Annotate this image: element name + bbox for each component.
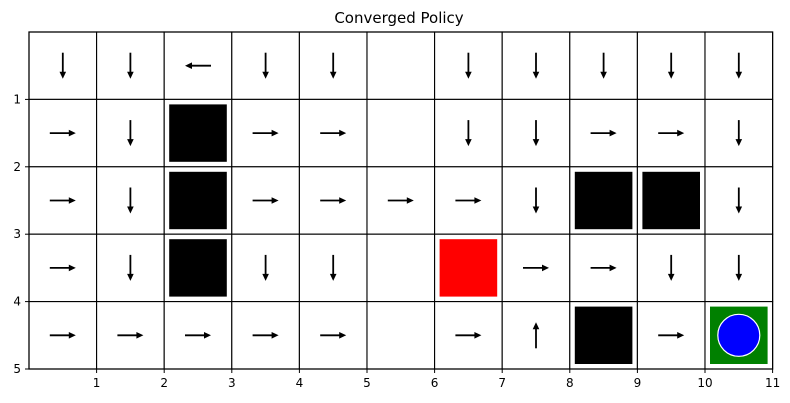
arrow-down-icon xyxy=(532,187,540,214)
arrow-down-icon xyxy=(262,52,269,79)
x-tick-label: 1 xyxy=(93,376,101,390)
arrow-down-icon xyxy=(667,52,675,79)
grid-cell xyxy=(366,233,436,303)
arrow-right-icon xyxy=(185,332,211,339)
grid-cell xyxy=(366,31,436,100)
y-tick-label: 2 xyxy=(13,160,21,174)
arrow-down-icon xyxy=(735,187,743,214)
arrow-down-icon xyxy=(59,52,67,79)
arrow-right-icon xyxy=(49,264,76,272)
arrow-right-icon xyxy=(252,129,279,137)
arrow-down-icon xyxy=(329,254,337,281)
arrow-left-icon xyxy=(185,62,211,69)
wall-block xyxy=(574,306,633,364)
x-tick-label: 2 xyxy=(160,376,168,390)
arrow-down-icon xyxy=(667,254,675,281)
x-tick-label: 4 xyxy=(296,376,304,390)
arrow-down-icon xyxy=(532,52,540,79)
grid-cell xyxy=(366,98,436,168)
x-tick-label: 11 xyxy=(765,376,780,390)
arrow-right-icon xyxy=(387,197,414,204)
arrow-right-icon xyxy=(320,129,347,137)
arrow-up-icon xyxy=(532,322,540,349)
x-tick-label: 5 xyxy=(363,376,371,390)
y-tick-label: 1 xyxy=(13,92,21,106)
x-tick-label: 10 xyxy=(697,376,712,390)
arrow-right-icon xyxy=(523,264,549,272)
arrow-right-icon xyxy=(252,197,279,204)
arrow-right-icon xyxy=(49,197,76,204)
arrow-right-icon xyxy=(117,332,144,339)
arrow-down-icon xyxy=(735,52,743,79)
wall-block xyxy=(642,171,700,230)
arrow-right-icon xyxy=(455,197,482,204)
arrow-down-icon xyxy=(735,254,743,281)
plot-frame xyxy=(28,31,774,370)
arrow-down-icon xyxy=(127,187,134,214)
policy-arrows xyxy=(49,52,743,349)
grid-cell xyxy=(366,301,436,370)
arrow-down-icon xyxy=(329,52,337,79)
arrow-down-icon xyxy=(127,52,134,79)
arrow-down-icon xyxy=(735,120,743,147)
y-tick-label: 5 xyxy=(13,362,21,376)
arrow-right-icon xyxy=(320,332,347,339)
x-tick-label: 7 xyxy=(498,376,506,390)
arrow-down-icon xyxy=(127,120,134,147)
arrow-down-icon xyxy=(262,254,269,281)
x-tick-label: 8 xyxy=(566,376,574,390)
wall-block xyxy=(169,171,227,230)
arrow-right-icon xyxy=(49,129,76,137)
arrow-right-icon xyxy=(49,332,76,339)
agent-circle xyxy=(717,313,761,357)
arrow-down-icon xyxy=(127,254,134,281)
wall-block xyxy=(169,104,227,162)
arrow-right-icon xyxy=(658,129,685,137)
grid-cell xyxy=(501,233,571,303)
arrow-right-icon xyxy=(658,332,685,339)
arrow-right-icon xyxy=(252,332,279,339)
x-tick-label: 6 xyxy=(431,376,439,390)
y-tick-label: 3 xyxy=(13,227,21,241)
grid-cell xyxy=(28,166,98,235)
figure-title: Converged Policy xyxy=(334,9,463,27)
arrow-down-icon xyxy=(465,52,472,79)
arrow-down-icon xyxy=(532,120,540,147)
arrow-right-icon xyxy=(455,332,482,339)
arrow-down-icon xyxy=(465,120,472,147)
arrow-right-icon xyxy=(590,264,617,272)
wall-block xyxy=(574,171,633,230)
x-tick-label: 3 xyxy=(228,376,236,390)
y-tick-label: 4 xyxy=(13,295,21,309)
wall-block xyxy=(169,239,227,297)
grid-cells xyxy=(28,31,774,370)
arrow-right-icon xyxy=(320,197,347,204)
hazard-block xyxy=(439,239,498,297)
arrow-right-icon xyxy=(590,129,617,137)
arrow-down-icon xyxy=(600,52,607,79)
x-tick-label: 9 xyxy=(634,376,642,390)
grid-cell xyxy=(501,31,571,100)
